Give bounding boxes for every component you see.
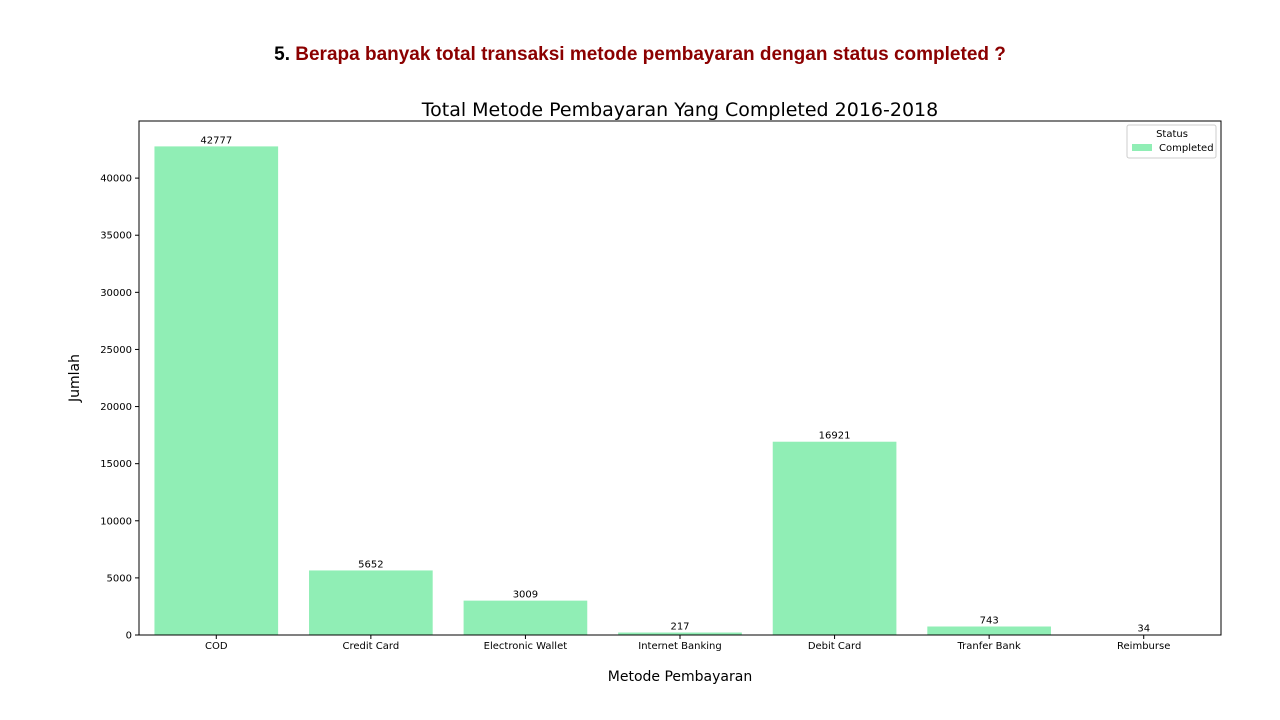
x-tick-label-internet-banking: Internet Banking bbox=[638, 641, 721, 652]
bar-tranfer-bank bbox=[927, 626, 1051, 635]
x-ticks-group: COD Credit Card Electronic Wallet Internet … bbox=[205, 635, 1170, 652]
y-axis-label: Jumlah bbox=[67, 354, 83, 403]
x-axis-label: Metode Pembayaran bbox=[608, 669, 752, 685]
bar-debit-card bbox=[772, 441, 897, 635]
y-tick-label-0: 0 bbox=[126, 631, 132, 642]
y-tick-label-35000: 35000 bbox=[100, 231, 132, 242]
chart-title: Total Metode Pembayaran Yang Completed 2… bbox=[421, 99, 938, 121]
x-tick-label-cod: COD bbox=[205, 641, 228, 652]
heading-question: Berapa banyak total transaksi metode pem… bbox=[295, 44, 1006, 65]
y-tick-label-30000: 30000 bbox=[100, 288, 132, 299]
legend: Status Completed bbox=[1126, 124, 1217, 159]
bars-group: 42777 5652 3009 217 16921 743 34 bbox=[154, 135, 1206, 635]
y-tick-label-20000: 20000 bbox=[100, 402, 132, 413]
bar-electronic-wallet bbox=[463, 600, 588, 635]
bar-internet-banking bbox=[618, 632, 742, 635]
bar-credit-card bbox=[309, 570, 433, 635]
legend-swatch bbox=[1132, 144, 1152, 151]
legend-title: Status bbox=[1156, 129, 1188, 140]
y-tick-label-5000: 5000 bbox=[107, 573, 132, 584]
bar-value-label-electronic-wallet: 3009 bbox=[513, 590, 538, 601]
x-tick-label-reimburse: Reimburse bbox=[1117, 641, 1170, 652]
y-ticks-group: 0 5000 10000 15000 20000 25000 30000 35000 40000 bbox=[100, 174, 139, 642]
heading-number: 5. bbox=[274, 44, 290, 65]
bar-value-label-internet-banking: 217 bbox=[670, 622, 689, 633]
slide-heading: 5. Berapa banyak total transaksi metode … bbox=[0, 44, 1280, 66]
x-tick-label-electronic-wallet: Electronic Wallet bbox=[484, 641, 568, 652]
legend-label-completed: Completed bbox=[1159, 143, 1214, 154]
x-tick-label-credit-card: Credit Card bbox=[343, 641, 400, 652]
x-tick-label-debit-card: Debit Card bbox=[808, 641, 861, 652]
y-tick-label-10000: 10000 bbox=[100, 516, 132, 527]
bar-value-label-credit-card: 5652 bbox=[358, 559, 383, 570]
bar-value-label-cod: 42777 bbox=[200, 135, 232, 146]
y-tick-label-25000: 25000 bbox=[100, 345, 132, 356]
plot-frame bbox=[138, 120, 1222, 636]
x-tick-label-tranfer-bank: Tranfer Bank bbox=[956, 641, 1021, 652]
y-tick-label-15000: 15000 bbox=[100, 459, 132, 470]
bar-value-label-reimburse: 34 bbox=[1137, 624, 1150, 635]
bar-value-label-tranfer-bank: 743 bbox=[980, 616, 999, 627]
y-tick-label-40000: 40000 bbox=[100, 174, 132, 185]
bar-cod bbox=[154, 146, 279, 635]
bar-value-label-debit-card: 16921 bbox=[819, 431, 851, 442]
